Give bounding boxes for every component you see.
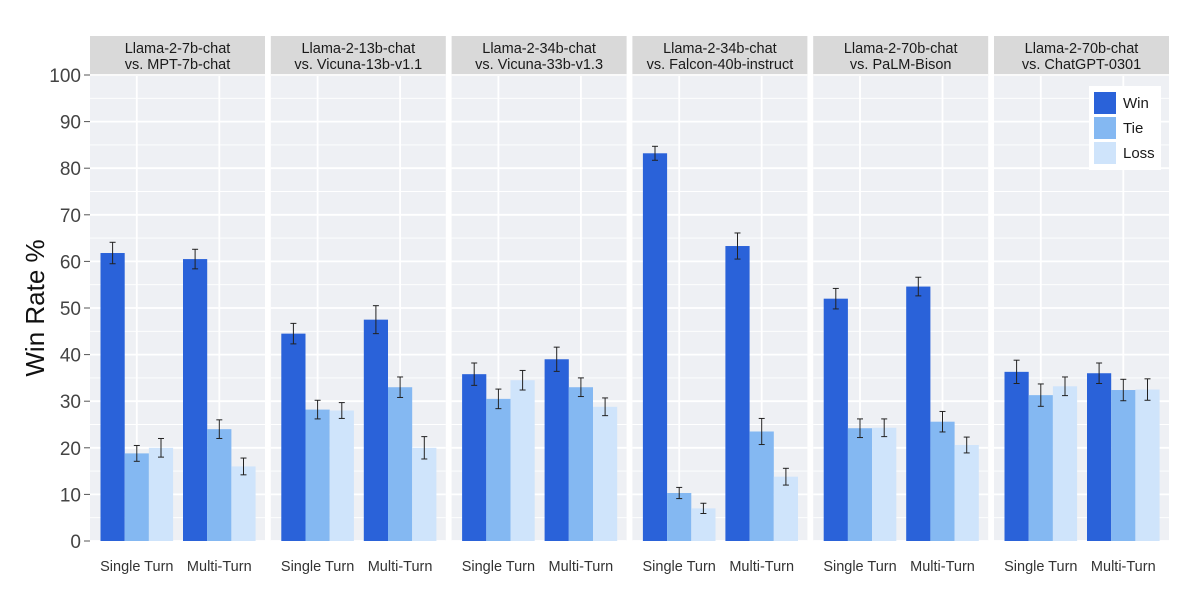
facet-strip bbox=[451, 36, 627, 76]
category-label: Single Turn bbox=[823, 559, 896, 575]
bar-loss bbox=[773, 476, 798, 541]
y-tick-label: 70 bbox=[60, 206, 81, 227]
bar-win bbox=[725, 246, 750, 541]
bar-loss bbox=[329, 410, 354, 541]
bar-tie bbox=[1111, 390, 1136, 541]
bar-loss bbox=[510, 380, 535, 541]
facet-title-line2: vs. Falcon-40b-instruct bbox=[647, 57, 794, 73]
bar-win bbox=[544, 359, 569, 541]
legend-swatch-loss bbox=[1094, 142, 1116, 164]
y-tick-label: 0 bbox=[70, 532, 81, 553]
y-axis-label: Win Rate % bbox=[20, 239, 50, 376]
y-tick-label: 30 bbox=[60, 392, 81, 413]
y-tick-label: 100 bbox=[49, 66, 81, 87]
legend: Win Tie Loss bbox=[1089, 86, 1161, 170]
bar-loss bbox=[593, 406, 618, 541]
bar-tie bbox=[305, 409, 330, 541]
bar-tie bbox=[930, 421, 955, 541]
category-label: Multi-Turn bbox=[187, 559, 252, 575]
category-label: Single Turn bbox=[643, 559, 716, 575]
y-tick-label: 50 bbox=[60, 299, 81, 320]
category-label: Single Turn bbox=[462, 559, 535, 575]
category-label: Single Turn bbox=[1004, 559, 1077, 575]
legend-swatch-tie bbox=[1094, 117, 1116, 139]
y-tick-label: 80 bbox=[60, 159, 81, 180]
facet-strip bbox=[270, 36, 446, 76]
facet-strip bbox=[994, 36, 1169, 76]
bar-tie bbox=[1028, 395, 1053, 541]
bar-loss bbox=[231, 466, 256, 541]
bar-loss bbox=[1135, 389, 1160, 541]
category-label: Multi-Turn bbox=[549, 559, 614, 575]
bar-win bbox=[183, 259, 208, 541]
bar-tie bbox=[667, 493, 692, 541]
bar-win bbox=[1004, 371, 1029, 541]
facet-title-line1: Llama-2-70b-chat bbox=[1025, 41, 1139, 57]
bar-loss bbox=[412, 447, 437, 541]
bar-win bbox=[1087, 373, 1112, 541]
bar-win bbox=[906, 286, 931, 541]
facet-title-line2: vs. MPT-7b-chat bbox=[125, 57, 231, 73]
bar-tie bbox=[388, 387, 413, 541]
legend-label-tie: Tie bbox=[1123, 120, 1143, 137]
bar-win bbox=[642, 153, 668, 541]
category-label: Single Turn bbox=[281, 559, 354, 575]
y-axis: 0 10 20 30 40 50 60 70 80 90 100 bbox=[49, 66, 90, 553]
bar-tie bbox=[749, 431, 774, 541]
bar-loss bbox=[148, 447, 174, 541]
category-label: Multi-Turn bbox=[910, 559, 975, 575]
facet-title-line1: Llama-2-70b-chat bbox=[844, 41, 958, 57]
y-tick-label: 10 bbox=[60, 485, 81, 506]
facet-title-line1: Llama-2-7b-chat bbox=[125, 41, 231, 57]
legend-label-loss: Loss bbox=[1123, 145, 1155, 162]
bar-win bbox=[823, 298, 848, 541]
bar-win bbox=[363, 319, 388, 541]
bar-tie bbox=[207, 429, 232, 541]
facet-strip bbox=[90, 36, 265, 76]
bar-win bbox=[100, 253, 125, 541]
legend-label-win: Win bbox=[1123, 95, 1149, 112]
facet-title-line2: vs. PaLM-Bison bbox=[850, 57, 952, 73]
legend-swatch-win bbox=[1094, 92, 1116, 114]
y-tick-label: 60 bbox=[60, 252, 81, 273]
facet-strip bbox=[632, 36, 808, 76]
facet-title-line1: Llama-2-13b-chat bbox=[301, 41, 415, 57]
category-label: Single Turn bbox=[100, 559, 173, 575]
bar-tie bbox=[847, 428, 873, 541]
y-tick-label: 20 bbox=[60, 439, 81, 460]
facet-title-line1: Llama-2-34b-chat bbox=[482, 41, 596, 57]
bar-tie bbox=[124, 453, 149, 541]
bar-loss bbox=[954, 445, 979, 541]
bar-loss bbox=[872, 427, 897, 541]
facet-title-line2: vs. Vicuna-33b-v1.3 bbox=[475, 57, 603, 73]
facet-title-line2: vs. Vicuna-13b-v1.1 bbox=[294, 57, 422, 73]
category-label: Multi-Turn bbox=[368, 559, 433, 575]
category-label: Multi-Turn bbox=[729, 559, 794, 575]
facet-title-line2: vs. ChatGPT-0301 bbox=[1022, 57, 1141, 73]
y-tick-label: 40 bbox=[60, 346, 81, 367]
facet-title-line1: Llama-2-34b-chat bbox=[663, 41, 777, 57]
bar-loss bbox=[1052, 386, 1078, 541]
facet-strip bbox=[813, 36, 989, 76]
y-tick-label: 90 bbox=[60, 113, 81, 134]
bar-win bbox=[281, 333, 306, 541]
bar-win bbox=[462, 374, 487, 541]
bar-tie bbox=[568, 387, 593, 541]
category-label: Multi-Turn bbox=[1091, 559, 1156, 575]
bar-tie bbox=[486, 398, 511, 541]
